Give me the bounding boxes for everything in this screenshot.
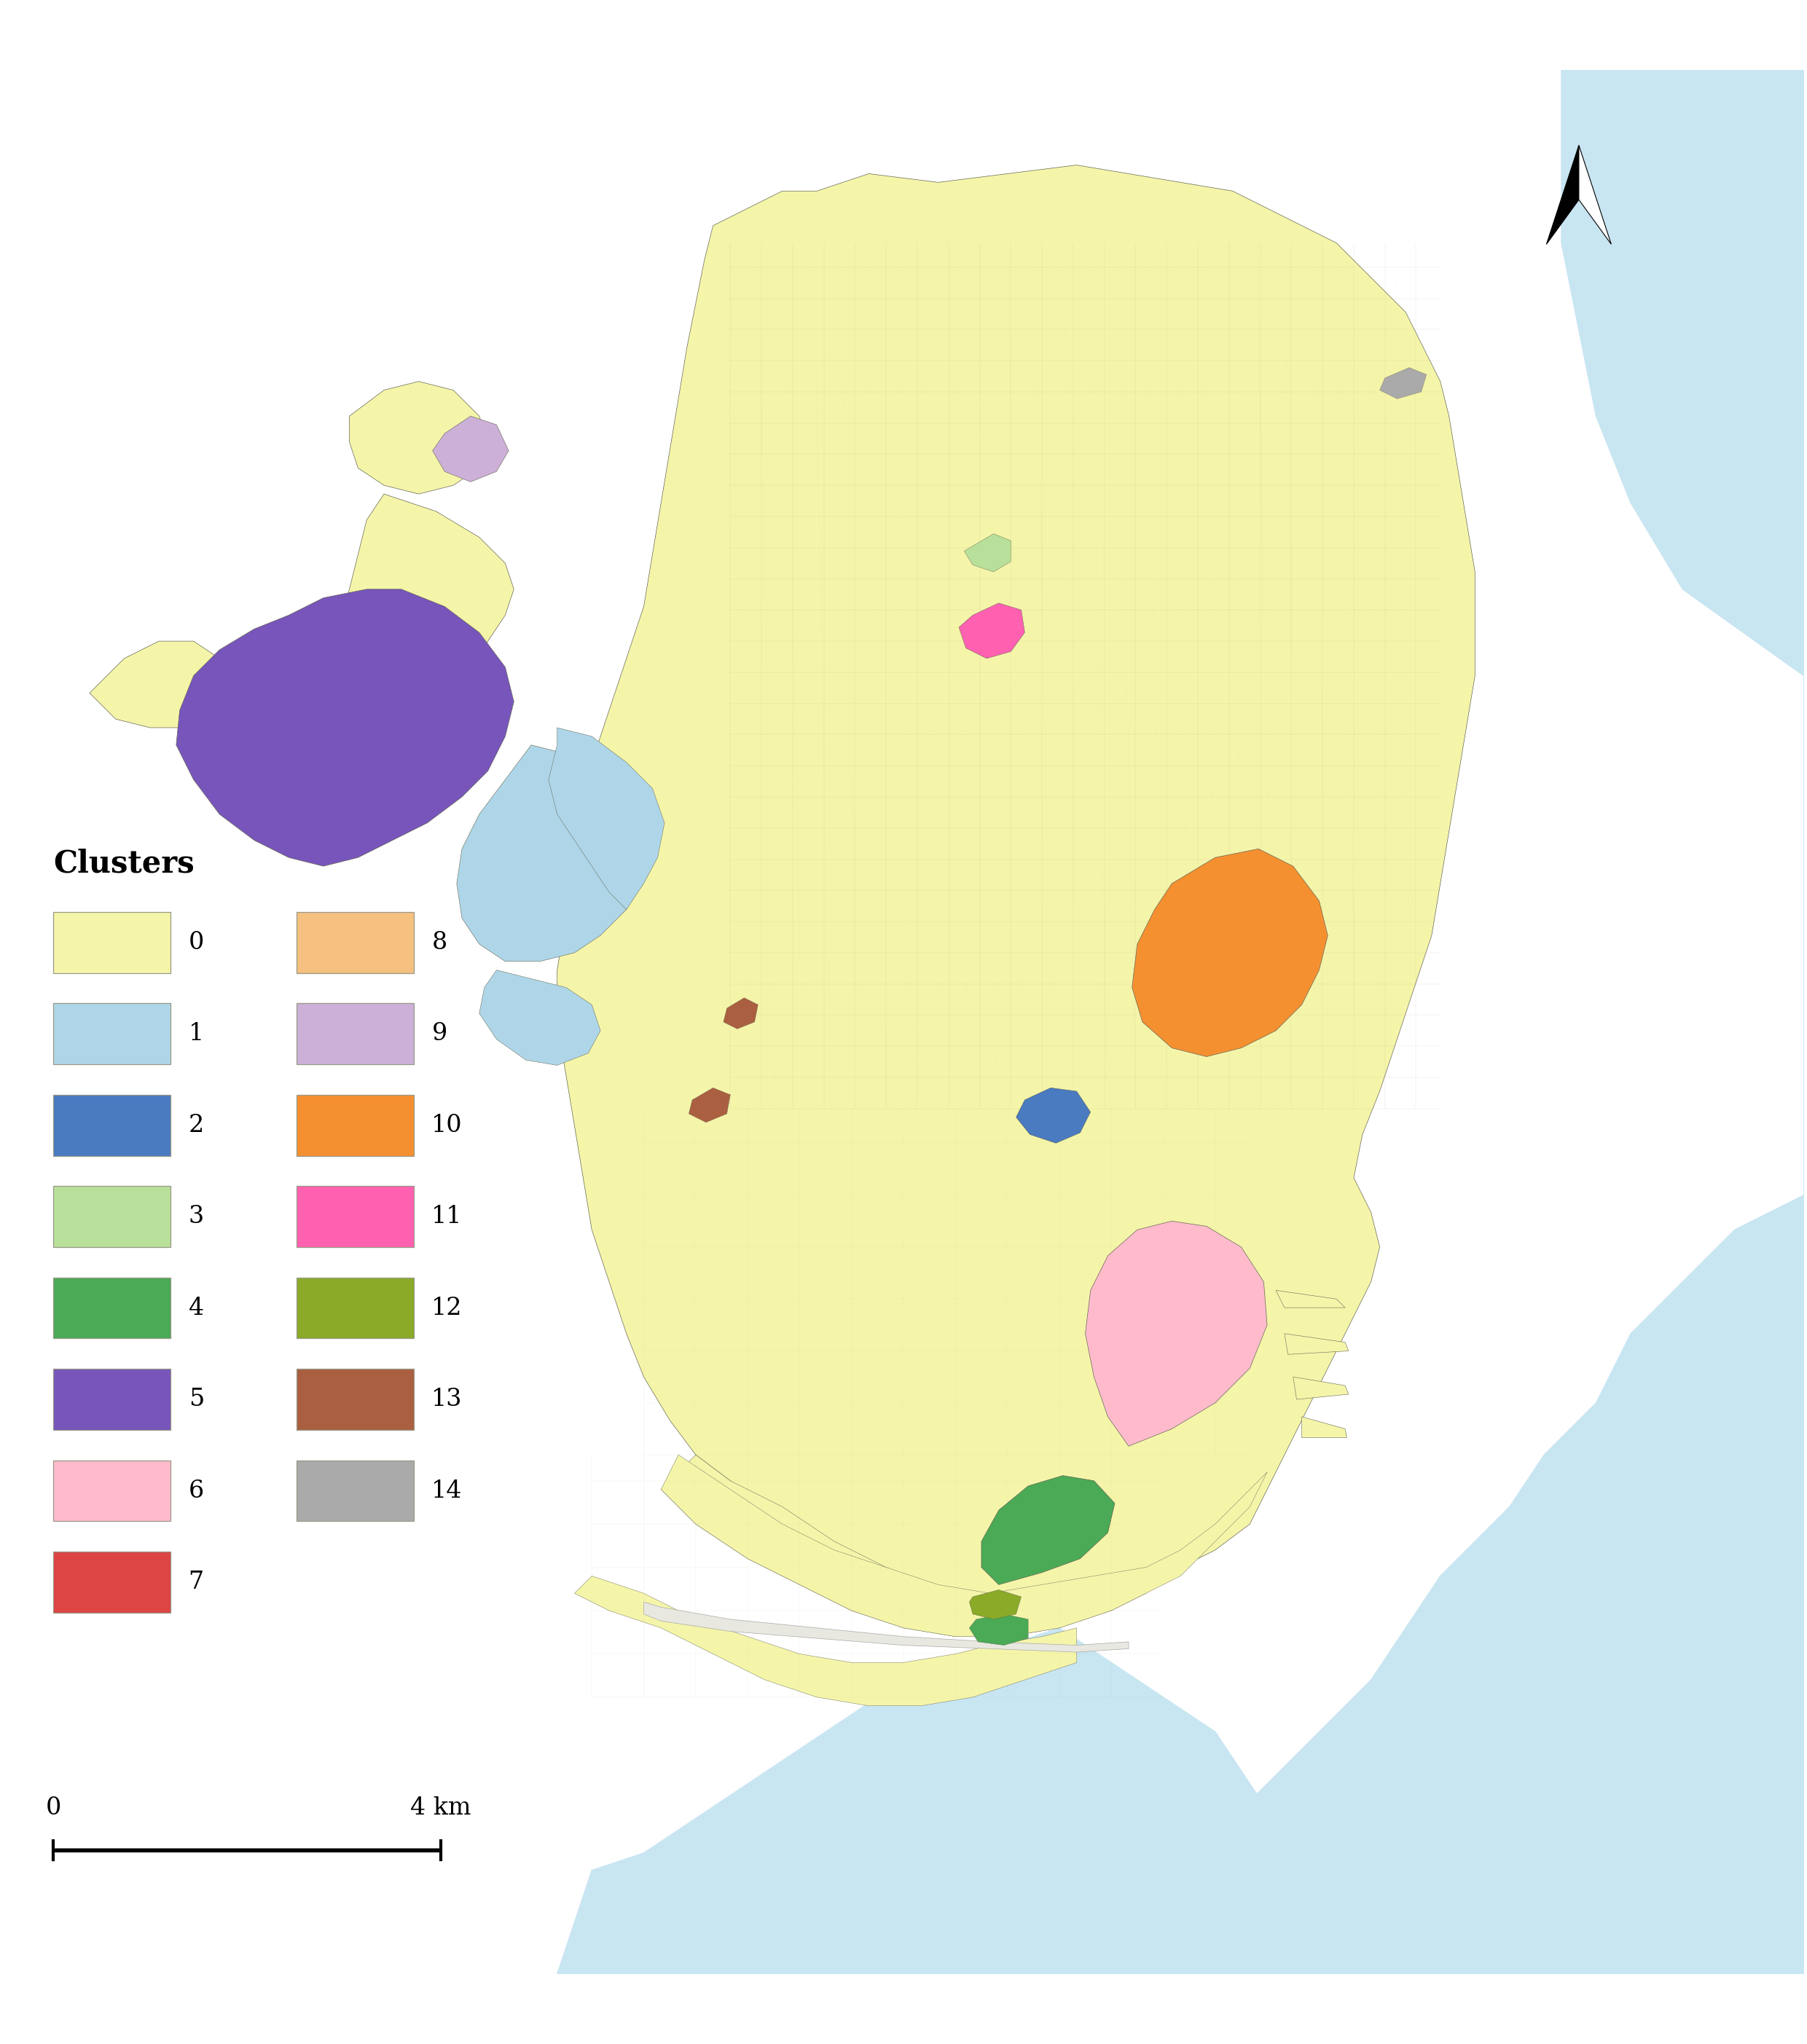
Text: 4: 4 [188, 1296, 204, 1320]
Text: 13: 13 [432, 1388, 463, 1410]
Bar [54, 1096, 170, 1155]
Polygon shape [1547, 145, 1579, 245]
Polygon shape [177, 589, 513, 867]
Text: 7: 7 [188, 1570, 204, 1594]
Text: 0: 0 [45, 1797, 61, 1819]
Bar [296, 912, 414, 973]
Bar [296, 1369, 414, 1431]
Polygon shape [457, 744, 643, 961]
Polygon shape [969, 1615, 1028, 1645]
Bar [54, 1278, 170, 1339]
Polygon shape [960, 603, 1025, 658]
Polygon shape [990, 69, 1803, 1975]
Text: 10: 10 [432, 1114, 463, 1136]
Text: 14: 14 [432, 1480, 463, 1502]
Polygon shape [1086, 1220, 1267, 1447]
Polygon shape [557, 166, 1475, 1611]
Text: 12: 12 [432, 1296, 463, 1320]
Polygon shape [1294, 1378, 1348, 1400]
Bar [54, 1551, 170, 1613]
Bar [54, 1004, 170, 1065]
Text: 3: 3 [188, 1206, 204, 1228]
Text: 8: 8 [432, 930, 446, 955]
Polygon shape [549, 728, 665, 910]
Polygon shape [1276, 1290, 1344, 1308]
Polygon shape [1285, 1333, 1348, 1355]
Polygon shape [661, 1455, 1267, 1637]
Polygon shape [342, 495, 513, 685]
Polygon shape [557, 1627, 1337, 1975]
Polygon shape [643, 1602, 1129, 1652]
Text: 6: 6 [188, 1480, 204, 1502]
Polygon shape [479, 971, 600, 1065]
Text: 0: 0 [188, 930, 204, 955]
Bar [54, 1369, 170, 1431]
Polygon shape [1301, 1416, 1346, 1437]
Text: 11: 11 [432, 1206, 463, 1228]
Text: Clusters: Clusters [54, 848, 195, 879]
Text: 2: 2 [188, 1114, 204, 1136]
Polygon shape [1016, 1087, 1090, 1143]
Polygon shape [575, 1576, 1077, 1707]
Polygon shape [1381, 368, 1426, 399]
Polygon shape [969, 1590, 1021, 1619]
Polygon shape [349, 382, 488, 495]
Bar [54, 1186, 170, 1247]
Bar [296, 1096, 414, 1155]
Text: 4 km: 4 km [410, 1797, 472, 1819]
Polygon shape [1561, 69, 1803, 677]
Polygon shape [688, 1087, 730, 1122]
Polygon shape [1131, 848, 1328, 1057]
Text: 9: 9 [432, 1022, 446, 1044]
Bar [296, 1186, 414, 1247]
Polygon shape [1579, 145, 1612, 245]
Bar [296, 1004, 414, 1065]
Bar [296, 1459, 414, 1521]
Polygon shape [661, 1455, 1164, 1637]
Polygon shape [90, 642, 228, 728]
Polygon shape [723, 997, 759, 1028]
Bar [54, 912, 170, 973]
Text: 5: 5 [188, 1388, 204, 1410]
Bar [296, 1278, 414, 1339]
Bar [54, 1459, 170, 1521]
Polygon shape [981, 1476, 1115, 1584]
Polygon shape [432, 417, 510, 482]
Polygon shape [965, 533, 1010, 572]
Text: 1: 1 [188, 1022, 204, 1044]
